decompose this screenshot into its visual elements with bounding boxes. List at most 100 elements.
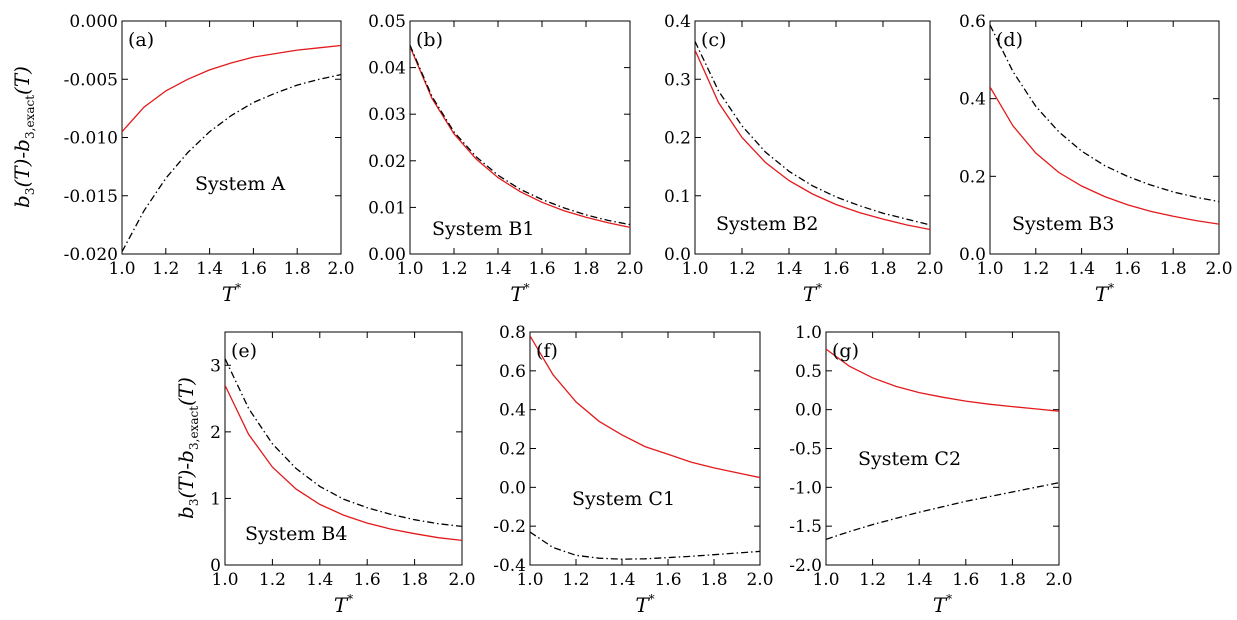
y-tick-label: 0.05 [368, 12, 406, 32]
x-tick-label: 2.0 [1045, 570, 1072, 590]
y-tick-label: -0.5 [789, 440, 822, 460]
y-tick-label: 0.4 [499, 401, 526, 421]
y-tick-label: 0.000 [69, 12, 118, 32]
series-group [826, 348, 1059, 541]
x-tick-label: 1.0 [108, 259, 135, 279]
x-tick-label: 1.6 [354, 570, 381, 590]
x-tick-label: 1.2 [728, 259, 755, 279]
x-tick-label: 1.0 [211, 570, 238, 590]
y-tick-label: -0.2 [493, 517, 526, 537]
system-annotation: System B2 [716, 213, 819, 235]
plot-frame [121, 20, 342, 255]
y-axis-title: b3(T)-b3,exact(T) [174, 377, 201, 519]
plot-frame [989, 20, 1220, 255]
panel-5: 1.0 1.2 1.4 1.6 1.8 2.0 0 1 2 3 (e) System B4 T* b3(T… [174, 331, 476, 617]
x-tick-label: 1.2 [859, 570, 886, 590]
series-line-red-solid [990, 86, 1219, 225]
x-axis-title: T* [1095, 281, 1114, 306]
system-annotation: System A [195, 173, 285, 195]
panels: 1.0 1.2 1.4 1.6 1.8 2.0 -0.020 -0.015 -0.010 -0.0… [10, 12, 1233, 617]
x-tick-label: 1.2 [1022, 259, 1049, 279]
panel-2: 1.0 1.2 1.4 1.6 1.8 2.0 0.00 0.01 0.02 0.03 0.04 0.… [368, 12, 643, 306]
x-tick-label: 1.4 [484, 259, 511, 279]
y-tick-label: 0.00 [368, 245, 406, 265]
panel-1: 1.0 1.2 1.4 1.6 1.8 2.0 -0.020 -0.015 -0.010 -0.0… [10, 12, 355, 306]
plot-frame [529, 331, 761, 566]
x-tick-label: 1.0 [516, 570, 543, 590]
series-group [530, 335, 760, 560]
y-tick-label: -0.4 [493, 556, 526, 576]
series-line-black-dashdot [122, 73, 341, 253]
y-tick-label: 0.2 [499, 440, 526, 460]
system-annotation: System B1 [432, 218, 535, 240]
y-tick-label: 0.01 [368, 198, 406, 218]
series-line-black-dashdot [225, 358, 462, 528]
panel-label: (a) [128, 29, 154, 51]
series-group [695, 41, 930, 231]
y-tick-label: -0.005 [64, 70, 118, 90]
panel-4: 1.0 1.2 1.4 1.6 1.8 2.0 0.0 0.2 0.4 0.6 (d) System … [959, 12, 1233, 306]
panel-3: 1.0 1.2 1.4 1.6 1.8 2.0 0.0 0.1 0.2 0.3 0.4 (c) Syst… [664, 12, 944, 306]
x-tick-label: 2.0 [916, 259, 943, 279]
y-tick-label: -1.5 [789, 517, 822, 537]
panel-label: (e) [231, 340, 257, 362]
series-group [990, 24, 1219, 225]
x-tick-label: 1.6 [952, 570, 979, 590]
y-tick-label: 0.6 [959, 12, 986, 32]
y-tick-label: 0.0 [499, 478, 526, 498]
series-line-black-dashdot [695, 41, 930, 226]
x-tick-label: 1.8 [999, 570, 1026, 590]
x-tick-label: 1.4 [1068, 259, 1095, 279]
x-axis-title: T* [334, 592, 353, 617]
x-tick-label: 1.6 [528, 259, 555, 279]
series-group [122, 44, 341, 253]
x-tick-label: 1.8 [700, 570, 727, 590]
x-axis-title: T* [635, 592, 654, 617]
y-tick-label: -0.020 [64, 245, 118, 265]
system-annotation: System B4 [245, 523, 348, 545]
y-tick-label: 3 [210, 356, 221, 376]
y-tick-label: 0.0 [795, 401, 822, 421]
y-tick-label: 2 [210, 423, 221, 443]
x-axis-title: T* [933, 592, 952, 617]
x-tick-label: 2.0 [327, 259, 354, 279]
y-tick-label: -1.0 [789, 478, 822, 498]
system-annotation: System B3 [1012, 213, 1115, 235]
panel-6: 1.0 1.2 1.4 1.6 1.8 2.0 -0.4 -0.2 0.0 0.2 0.4 0.6 0.… [493, 323, 773, 617]
x-tick-label: 2.0 [1205, 259, 1232, 279]
series-line-red-solid [410, 46, 630, 229]
series-line-black-dashdot [826, 482, 1059, 541]
x-tick-label: 1.6 [654, 570, 681, 590]
x-tick-label: 1.8 [869, 259, 896, 279]
x-axis-title: T* [222, 281, 241, 306]
panel-label: (d) [996, 29, 1023, 51]
y-tick-label: 0.03 [368, 105, 406, 125]
x-tick-label: 1.8 [284, 259, 311, 279]
series-group [225, 358, 462, 542]
x-tick-label: 1.0 [681, 259, 708, 279]
y-tick-label: 0.2 [664, 129, 691, 149]
y-tick-label: -0.010 [64, 129, 118, 149]
series-line-red-solid [826, 348, 1059, 412]
y-tick-label: -0.015 [64, 187, 118, 207]
plot-frame [224, 331, 463, 566]
x-tick-label: 1.6 [240, 259, 267, 279]
series-line-red-solid [122, 44, 341, 133]
y-tick-label: 0.0 [959, 245, 986, 265]
x-tick-label: 1.0 [976, 259, 1003, 279]
y-tick-label: 0.5 [795, 362, 822, 382]
y-tick-label: 0.3 [664, 70, 691, 90]
y-axis-title: b3(T)-b3,exact(T) [10, 66, 37, 208]
x-tick-label: 1.2 [152, 259, 179, 279]
x-tick-label: 1.4 [306, 570, 333, 590]
y-tick-label: 0.4 [959, 90, 986, 110]
plot-frame [409, 20, 631, 255]
y-tick-label: -2.0 [789, 556, 822, 576]
y-tick-label: 0.6 [499, 362, 526, 382]
x-tick-label: 1.4 [775, 259, 802, 279]
y-tick-label: 1.0 [795, 323, 822, 343]
series-group [410, 44, 630, 229]
x-tick-label: 1.8 [1160, 259, 1187, 279]
x-tick-label: 1.4 [608, 570, 635, 590]
